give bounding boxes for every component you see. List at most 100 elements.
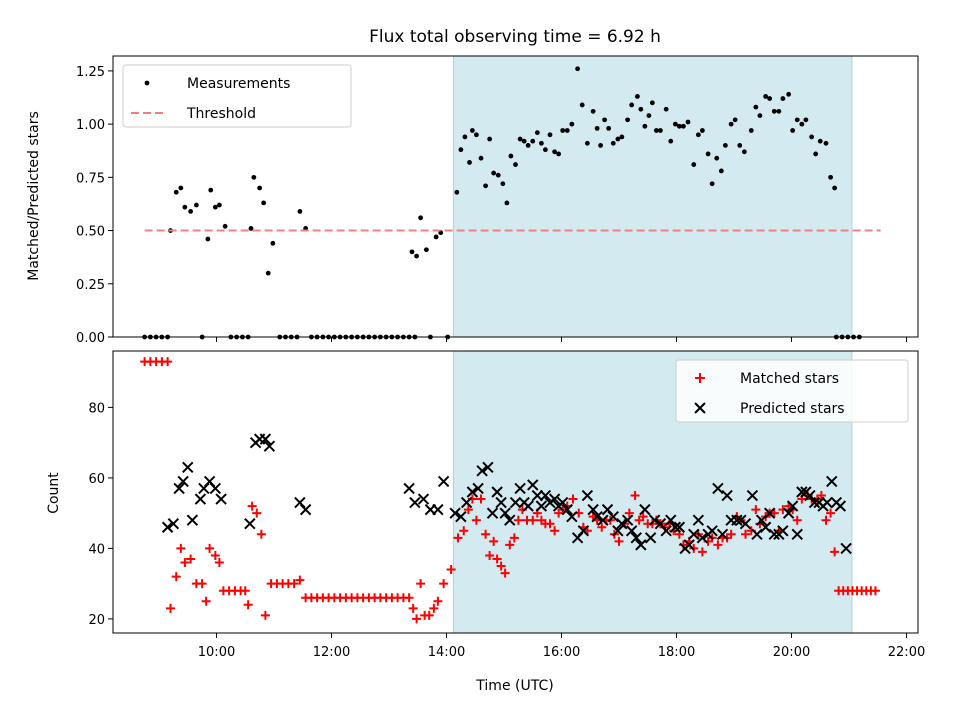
bottom-chart-matched-point xyxy=(166,603,175,613)
top-chart-measurement-point xyxy=(462,134,468,140)
bottom-chart-matched-point xyxy=(816,491,826,501)
bottom-chart-predicted-point xyxy=(791,528,803,541)
top-chart-measurement-point xyxy=(757,113,763,119)
bottom-chart-predicted-point xyxy=(630,532,642,544)
bottom-chart-matched-point xyxy=(240,586,250,596)
bottom-chart-predicted-point xyxy=(834,500,847,512)
top-chart-measurement-point xyxy=(771,108,777,114)
top-chart-measurement-point xyxy=(517,136,523,142)
top-chart-measurement-point xyxy=(803,117,809,123)
top-chart-measurement-point xyxy=(504,200,510,206)
bottom-chart-matched-point xyxy=(260,610,270,620)
bottom-chart-predicted-point xyxy=(746,489,759,502)
top-chart-measurement-point xyxy=(695,132,701,138)
top-chart: 0.00 0.25 0.50 0.75 1.00 1.25 Measurements Thre… xyxy=(76,55,919,346)
bottom-chart-predicted-point xyxy=(688,528,700,541)
bottom-chart-matched-point xyxy=(453,533,463,543)
bottom-chart-predicted-point xyxy=(566,510,578,523)
bottom-chart-matched-point xyxy=(180,558,190,567)
top-chart-measurement-point xyxy=(594,125,600,131)
bottom-chart-predicted-point xyxy=(437,475,450,488)
bottom-chart-predicted-point xyxy=(499,507,511,519)
top-chart-measurement-point xyxy=(409,249,415,255)
bottom-chart-predicted-point xyxy=(625,525,638,537)
bottom-chart-predicted-point xyxy=(535,500,548,512)
top-chart-legend-marker xyxy=(144,80,150,86)
top-chart-measurement-point xyxy=(552,149,557,155)
bottom-chart-predicted-point xyxy=(826,475,838,488)
top-chart-measurement-point xyxy=(525,143,531,148)
top-chart-measurement-point xyxy=(790,128,796,133)
bottom-chart-matched-point xyxy=(751,505,761,515)
bottom-chart-x-tick-label: 16:00 xyxy=(543,645,580,660)
top-chart-measurement-point xyxy=(469,128,475,133)
top-chart-measurement-point xyxy=(753,104,759,110)
bottom-chart-matched-point xyxy=(492,554,502,564)
bottom-chart-x-tick-label: 12:00 xyxy=(313,645,350,660)
bottom-chart-matched-point xyxy=(568,494,578,504)
bottom-chart-predicted-point xyxy=(669,521,682,533)
bottom-chart-predicted-point xyxy=(556,496,569,509)
bottom-chart-matched-point xyxy=(295,575,305,585)
bottom-chart-predicted-point xyxy=(612,525,624,537)
top-chart-measurement-point xyxy=(212,204,218,210)
top-chart-measurement-point xyxy=(610,140,616,146)
top-chart-measurement-point xyxy=(508,153,514,159)
top-chart-measurement-point xyxy=(732,117,738,123)
top-chart-measurement-point xyxy=(767,96,773,101)
top-chart-measurement-point xyxy=(182,204,188,210)
top-chart-measurement-point xyxy=(748,128,754,133)
top-chart-measurement-point xyxy=(418,215,424,221)
bottom-chart-matched-point xyxy=(505,540,515,550)
top-chart-measurement-point xyxy=(813,151,819,157)
bottom-chart-x-tick-label: 18:00 xyxy=(658,645,695,660)
bottom-chart-predicted-point xyxy=(621,514,634,526)
top-chart-measurement-point xyxy=(649,100,655,106)
top-chart-measurement-point xyxy=(173,189,179,195)
top-chart-measurement-point xyxy=(638,106,644,112)
bottom-chart-matched-point xyxy=(509,533,519,543)
bottom-chart-predicted-point xyxy=(591,510,603,523)
bottom-chart-matched-point xyxy=(171,572,181,582)
top-chart-measurement-point xyxy=(248,226,254,231)
top-chart-measurement-point xyxy=(699,128,705,133)
top-chart-legend-box xyxy=(122,64,352,128)
bottom-chart-matched-point xyxy=(404,593,414,603)
bottom-chart-matched-point xyxy=(256,529,266,539)
top-chart-measurement-point xyxy=(776,108,782,114)
bottom-chart-predicted-point xyxy=(491,486,503,498)
top-chart-measurement-point xyxy=(606,125,612,131)
bottom-chart-predicted-point xyxy=(522,500,534,512)
top-chart-measurement-point xyxy=(705,151,711,157)
bottom-chart-x-tick-label: 10:00 xyxy=(198,645,235,660)
top-chart-measurement-point xyxy=(579,102,585,108)
bottom-chart-matched-point xyxy=(412,614,422,624)
bottom-chart-matched-point xyxy=(726,529,736,539)
bottom-chart-matched-point xyxy=(550,526,560,536)
bottom-chart-matched-point xyxy=(197,579,207,589)
bottom-chart-legend-marker xyxy=(694,402,706,414)
bottom-chart-predicted-point xyxy=(504,514,516,526)
top-chart-measurement-point xyxy=(543,147,548,153)
top-chart-measurement-point xyxy=(615,136,621,142)
bottom-chart-matched-point xyxy=(830,547,840,557)
bottom-chart-y-tick-label: 20 xyxy=(88,613,105,628)
bottom-chart-matched-point xyxy=(433,596,443,606)
bottom-chart-predicted-point xyxy=(259,433,272,445)
top-chart-measurement-point xyxy=(474,132,479,138)
bottom-chart-y-tick-label: 60 xyxy=(88,472,105,487)
bottom-chart-matched-point xyxy=(630,491,640,501)
top-chart-measurement-point xyxy=(828,174,833,180)
bottom-chart-predicted-point xyxy=(616,518,628,530)
bottom-chart-predicted-point xyxy=(466,486,479,498)
top-chart-measurement-point xyxy=(602,117,608,123)
top-chart-measurement-point xyxy=(414,253,419,259)
top-chart-measurement-point xyxy=(681,123,686,129)
bottom-chart-matched-point xyxy=(205,543,215,553)
bottom-chart-matched-point xyxy=(870,586,880,596)
bottom-chart-matched-point xyxy=(481,529,491,539)
bottom-chart-predicted-point xyxy=(561,503,573,516)
bottom-chart-matched-point xyxy=(769,508,779,518)
bottom-chart-predicted-point xyxy=(539,489,552,502)
top-chart-measurement-point xyxy=(646,113,652,119)
